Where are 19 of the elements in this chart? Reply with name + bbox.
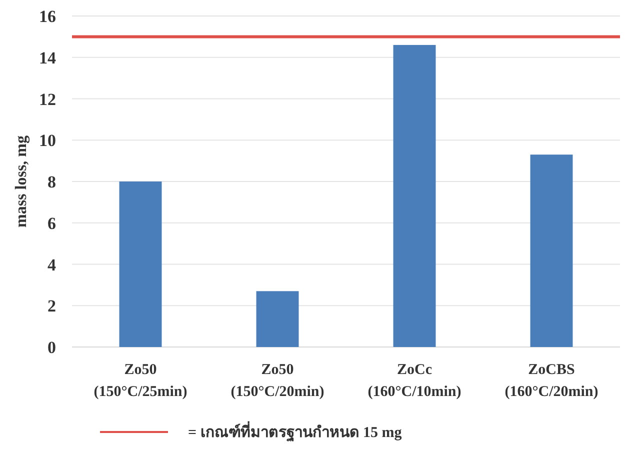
bar: [256, 291, 299, 347]
x-tick-label: ZoCc (160°C/10min): [368, 362, 462, 400]
bar: [530, 154, 573, 347]
y-tick-label: 16: [39, 7, 56, 26]
y-tick-label: 4: [48, 255, 56, 274]
x-tick-label: Zo50 (150°C/20min): [230, 362, 324, 400]
y-tick-label: 6: [48, 214, 56, 233]
y-axis-title: mass loss, mg: [13, 135, 30, 228]
y-tick-label: 14: [39, 48, 56, 68]
y-tick-label: 8: [48, 172, 56, 192]
legend-label: = เกณฑ์ที่มาตรฐานกำหนด 15 mg: [188, 421, 402, 442]
bar: [119, 182, 162, 347]
y-tick-label: 12: [39, 90, 56, 109]
bar: [393, 44, 436, 347]
y-tick-label: 2: [48, 296, 56, 316]
y-tick-label: 0: [48, 338, 56, 357]
y-tick-label: 10: [39, 131, 56, 150]
x-tick-label: ZoCBS (160°C/20min): [504, 362, 598, 400]
x-tick-label: Zo50 (150°C/25min): [94, 362, 188, 400]
